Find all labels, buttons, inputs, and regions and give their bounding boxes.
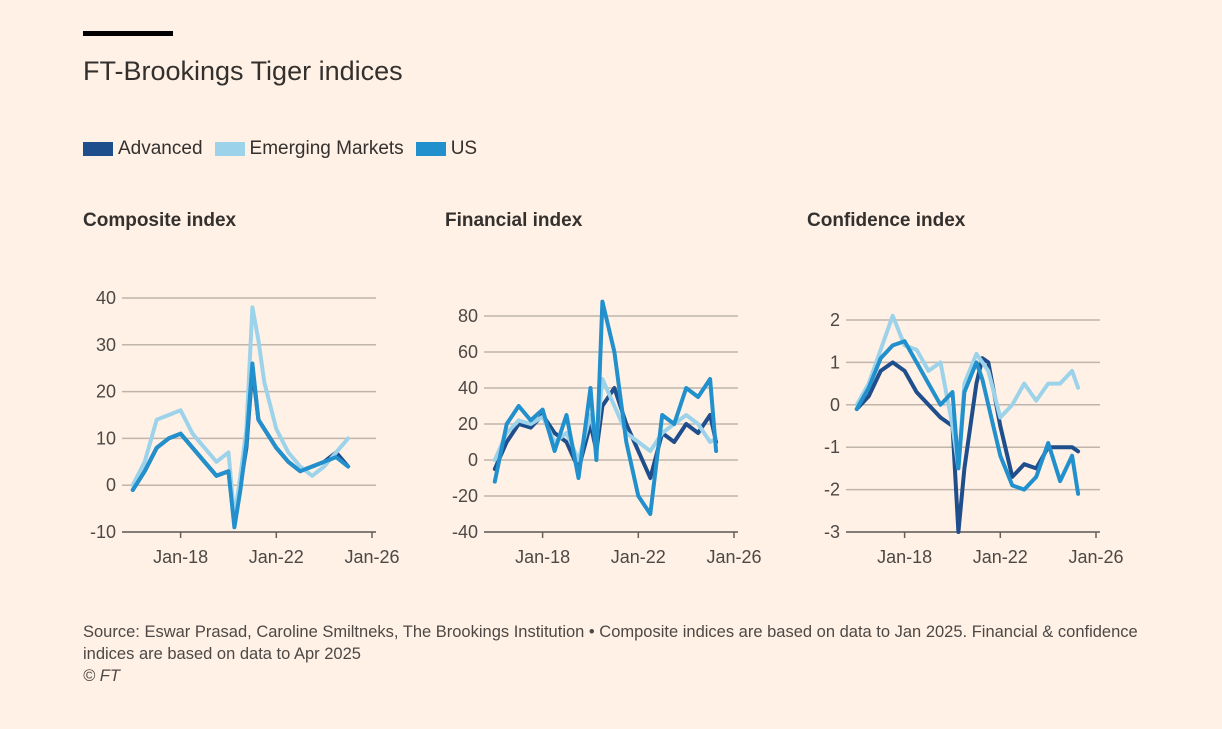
y-tick-label-confidence: 1	[830, 352, 840, 372]
x-tick-label-composite: Jan-18	[153, 547, 208, 567]
legend-label-advanced: Advanced	[118, 138, 203, 159]
chart-title-confidence: Confidence index	[807, 210, 966, 231]
chart-confidence: -3 -2 -1 0 1 2 Jan-18 Jan-22 Jan-26	[824, 310, 1124, 567]
series-composite-us	[130, 361, 351, 530]
legend-label-emerging-markets: Emerging Markets	[249, 138, 404, 159]
series-confidence-us	[854, 339, 1081, 496]
chart-title-financial: Financial index	[445, 210, 583, 231]
x-tick-label-composite: Jan-22	[249, 547, 304, 567]
x-tick-label-financial: Jan-18	[515, 547, 570, 567]
y-tick-label-composite: 20	[96, 382, 116, 402]
chart-title-composite: Composite index	[83, 210, 237, 231]
y-tick-label-financial: -40	[452, 522, 478, 542]
legend-item-advanced: Advanced	[83, 138, 203, 160]
series-confidence-emerging-markets	[854, 313, 1081, 471]
legend-label-us: US	[450, 138, 478, 159]
legend-swatch-us	[415, 142, 446, 156]
series-financial-us	[492, 299, 719, 516]
chart-financial: -40 -20 0 20 40 60 80 Jan-18 Jan-22 Jan-26	[452, 299, 762, 567]
y-tick-label-composite: 40	[96, 288, 116, 308]
x-tick-label-financial: Jan-26	[706, 547, 761, 567]
footer: Source: Eswar Prasad, Caroline Smiltneks…	[83, 621, 1163, 687]
chart-composite: -10 0 10 20 30 40 Jan-18 Jan-22 Jan-26	[90, 288, 400, 567]
y-tick-label-financial: 80	[458, 306, 478, 326]
y-tick-label-composite: -10	[90, 522, 116, 542]
legend: Advanced Emerging Markets US	[83, 138, 489, 160]
series-financial-emerging-markets	[492, 377, 719, 462]
y-tick-label-financial: 60	[458, 342, 478, 362]
x-tick-label-confidence: Jan-18	[877, 547, 932, 567]
legend-item-us: US	[415, 138, 478, 160]
y-tick-label-composite: 0	[106, 475, 116, 495]
y-tick-label-financial: 40	[458, 378, 478, 398]
y-tick-label-confidence: -3	[824, 522, 840, 542]
x-tick-label-financial: Jan-22	[611, 547, 666, 567]
y-tick-label-confidence: -1	[824, 437, 840, 457]
page-title: FT-Brookings Tiger indices	[83, 56, 403, 86]
y-tick-label-composite: 30	[96, 335, 116, 355]
x-tick-label-confidence: Jan-22	[973, 547, 1028, 567]
x-tick-label-composite: Jan-26	[344, 547, 399, 567]
x-tick-label-confidence: Jan-26	[1068, 547, 1123, 567]
ft-credit: © FT	[83, 667, 120, 685]
brand-bar	[83, 31, 173, 36]
y-tick-label-financial: 0	[468, 450, 478, 470]
y-tick-label-composite: 10	[96, 428, 116, 448]
y-tick-label-financial: -20	[452, 486, 478, 506]
legend-item-emerging-markets: Emerging Markets	[214, 138, 404, 160]
legend-swatch-advanced	[83, 142, 113, 156]
legend-swatch-emerging-markets	[214, 142, 245, 156]
y-tick-label-confidence: 0	[830, 395, 840, 415]
y-tick-label-confidence: -2	[824, 480, 840, 500]
y-tick-label-financial: 20	[458, 414, 478, 434]
y-tick-label-confidence: 2	[830, 310, 840, 330]
source-note: Source: Eswar Prasad, Caroline Smiltneks…	[83, 623, 1138, 663]
